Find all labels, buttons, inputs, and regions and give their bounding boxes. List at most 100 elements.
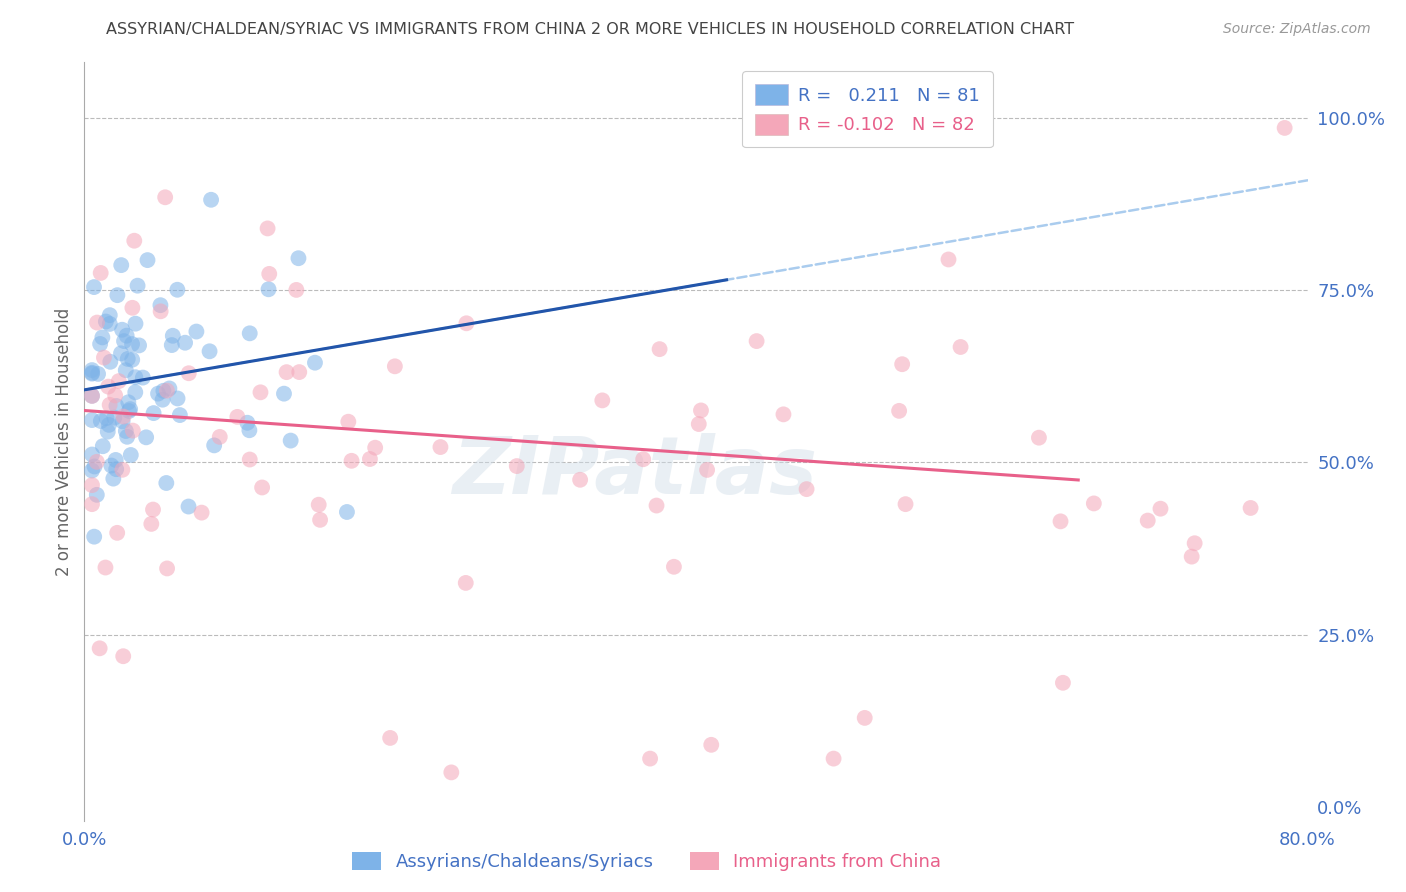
Point [891,357,914,371]
Point [257,282,280,296]
Point [114,363,136,377]
Point [83,530,105,544]
Point [86,488,108,502]
Point [105,525,128,540]
Text: Source: ZipAtlas.com: Source: ZipAtlas.com [1223,22,1371,37]
Point [887,404,910,418]
Point [853,711,876,725]
Point [1181,549,1204,564]
Point [90,266,112,280]
Point [160,338,183,352]
Point [429,440,451,454]
Point [90,414,112,428]
Point [96,411,118,425]
Point [152,392,174,407]
Point [124,317,146,331]
Point [149,298,172,312]
Point [80,478,103,492]
Point [80,363,103,377]
Point [94,314,117,328]
Point [696,463,718,477]
Point [142,502,165,516]
Y-axis label: 2 or more Vehicles in Household: 2 or more Vehicles in Household [55,308,73,575]
Point [1052,675,1074,690]
Point [745,334,768,348]
Point [97,417,120,432]
Point [169,408,191,422]
Point [86,316,108,330]
Point [152,384,174,398]
Point [250,481,273,495]
Point [938,252,960,267]
Point [688,417,710,431]
Point [98,308,121,322]
Point [127,278,149,293]
Point [86,455,108,469]
Point [100,458,122,473]
Point [112,409,135,424]
Point [380,731,402,745]
Point [236,416,259,430]
Point [153,190,176,204]
Point [336,505,359,519]
Point [115,430,138,444]
Point [359,452,381,467]
Point [103,472,125,486]
Point [309,513,332,527]
Point [894,497,917,511]
Point [104,453,127,467]
Point [80,367,103,381]
Point [249,385,271,400]
Point [276,365,298,379]
Point [91,330,114,344]
Point [115,424,138,438]
Point [506,459,529,474]
Point [155,475,177,490]
Point [285,283,308,297]
Point [118,404,141,418]
Point [93,351,115,365]
Point [80,464,103,478]
Point [146,386,169,401]
Point [591,393,613,408]
Point [108,374,131,388]
Point [111,414,134,428]
Point [115,328,138,343]
Point [645,499,668,513]
Point [239,326,262,341]
Point [280,434,302,448]
Point [91,439,114,453]
Point [772,408,794,422]
Point [166,392,188,406]
Point [83,280,105,294]
Point [238,423,260,437]
Point [80,389,103,403]
Text: ZIPatlas: ZIPatlas [453,433,817,511]
Point [1184,536,1206,550]
Point [662,559,685,574]
Point [97,379,120,393]
Point [190,506,212,520]
Point [135,430,157,444]
Point [700,738,723,752]
Point [273,386,295,401]
Point [117,351,139,366]
Point [112,649,135,664]
Point [105,462,128,476]
Point [226,409,249,424]
Point [98,355,121,369]
Point [121,424,143,438]
Point [110,346,132,360]
Point [111,323,134,337]
Point [384,359,406,374]
Point [128,338,150,352]
Point [117,395,139,409]
Point [177,366,200,380]
Point [177,500,200,514]
Point [97,425,120,439]
Point [105,399,128,413]
Point [454,575,477,590]
Point [80,497,103,511]
Point [136,253,159,268]
Point [80,448,103,462]
